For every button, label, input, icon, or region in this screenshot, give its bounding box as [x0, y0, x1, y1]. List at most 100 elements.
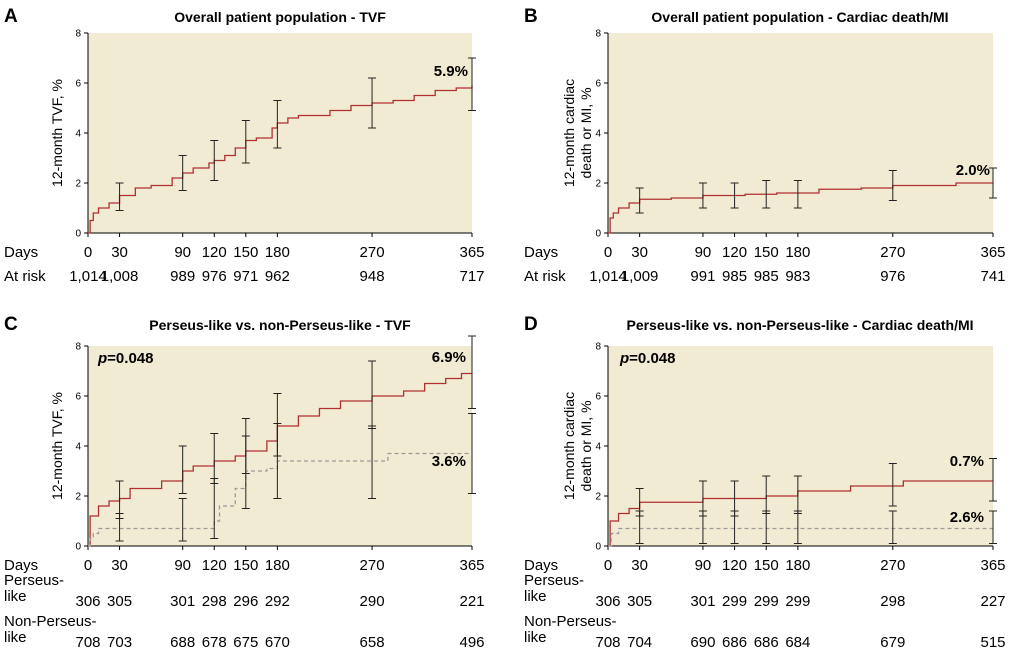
x-tick-label: 150 [754, 557, 779, 574]
error-bar [989, 167, 997, 199]
error-bar [115, 513, 124, 542]
x-tick-label: 0 [84, 244, 92, 261]
risk-table-cell: 971 [233, 268, 258, 285]
risk-table-cell: 1,009 [621, 268, 659, 285]
risk-table-cell: 690 [690, 634, 715, 651]
risk-row-label: Non-Perseus-like [4, 613, 97, 646]
y-tick-label: 0 [75, 229, 81, 240]
days-row-label: Days [4, 557, 38, 574]
error-bar [241, 120, 250, 164]
x-tick-label: 90 [695, 557, 712, 574]
panel-c: C Perseus-like vs. non-Perseus-like - TVF… [4, 314, 485, 651]
days-row-label: Days [524, 244, 558, 261]
panel-letter: A [4, 6, 18, 27]
series-end-label: 2.6% [950, 509, 984, 526]
panel-title: Perseus-like vs. non-Perseus-like - Card… [626, 317, 973, 333]
risk-table-cell: 670 [265, 634, 290, 651]
risk-table-cell: 976 [880, 268, 905, 285]
risk-table-cell: 1,014 [589, 268, 627, 285]
risk-table-cell: 678 [202, 634, 227, 651]
panel-b: B Overall patient population - Cardiac de… [524, 6, 1006, 285]
risk-table-cell: 962 [265, 268, 290, 285]
risk-table-cell: 290 [360, 593, 385, 610]
y-tick-label: 4 [595, 129, 601, 140]
y-tick-label: 8 [595, 29, 601, 40]
error-bar [762, 510, 771, 544]
risk-table-cell: 496 [459, 634, 484, 651]
x-tick-label: 180 [785, 244, 810, 261]
x-tick-label: 270 [880, 244, 905, 261]
series-end-label: 5.9% [434, 63, 468, 80]
y-tick-label: 6 [595, 392, 601, 403]
error-bar [635, 187, 644, 214]
risk-table-cell: 299 [785, 593, 810, 610]
error-bar [273, 423, 282, 499]
error-bar [888, 510, 897, 544]
error-bar [888, 170, 897, 201]
risk-table-cell: 989 [170, 268, 195, 285]
x-tick-label: 365 [459, 557, 484, 574]
plot-area [608, 33, 993, 233]
error-bar [210, 140, 219, 181]
error-bar [178, 155, 187, 191]
error-bar [273, 100, 282, 149]
panel-d: D Perseus-like vs. non-Perseus-like - Car… [524, 314, 1006, 651]
error-bar [468, 335, 476, 409]
x-tick-label: 0 [604, 557, 612, 574]
y-axis-label-line: death or MI, % [578, 87, 594, 178]
risk-table-cell: 515 [980, 634, 1005, 651]
y-tick-label: 8 [75, 342, 81, 353]
x-tick-label: 120 [722, 244, 747, 261]
y-tick-label: 0 [595, 229, 601, 240]
risk-table-cell: 306 [75, 593, 100, 610]
y-axis-label: 12-month TVF, % [49, 79, 65, 187]
y-tick-label: 4 [75, 442, 81, 453]
error-bar [698, 182, 707, 209]
risk-table-cell: 305 [107, 593, 132, 610]
error-bar [368, 425, 377, 499]
risk-table-cell: 1,014 [69, 268, 107, 285]
p-value-number: =0.048 [107, 350, 153, 367]
y-axis-label-line: death or MI, % [578, 400, 594, 491]
plot-area [88, 33, 472, 233]
series-dashed-line [88, 452, 472, 547]
risk-row-label: Perseus-like [4, 572, 64, 605]
x-tick-label: 180 [265, 557, 290, 574]
series-dashed-line [608, 527, 993, 547]
y-tick-label: 8 [595, 342, 601, 353]
series-end-label: 6.9% [432, 349, 466, 366]
panel-letter: C [4, 314, 18, 335]
risk-table-cell: 298 [880, 593, 905, 610]
panel-title: Overall patient population - Cardiac dea… [651, 9, 948, 25]
risk-table-cell: 684 [785, 634, 810, 651]
error-bar [635, 510, 644, 544]
x-tick-label: 150 [754, 244, 779, 261]
days-row-label: Days [524, 557, 558, 574]
panel-a: A Overall patient population - TVF 12-mont… [4, 6, 485, 285]
risk-table-cell: 985 [754, 268, 779, 285]
x-tick-label: 270 [360, 557, 385, 574]
x-tick-label: 90 [695, 244, 712, 261]
error-bar [368, 77, 377, 129]
risk-table-cell: 301 [690, 593, 715, 610]
y-tick-label: 2 [595, 492, 601, 503]
y-tick-label: 2 [595, 179, 601, 190]
x-tick-label: 30 [631, 557, 648, 574]
risk-table-cell: 679 [880, 634, 905, 651]
p-value-symbol: p [97, 350, 107, 367]
error-bar [762, 180, 771, 209]
x-tick-label: 150 [233, 244, 258, 261]
risk-table-cell: 703 [107, 634, 132, 651]
panel-letter: B [524, 6, 538, 27]
panel-title: Overall patient population - TVF [174, 9, 386, 25]
x-tick-label: 365 [980, 244, 1005, 261]
risk-table-cell: 708 [75, 634, 100, 651]
y-axis-label: 12-month TVF, % [49, 392, 65, 500]
y-axis-label-line: 12-month TVF, % [49, 79, 65, 187]
x-tick-label: 0 [604, 244, 612, 261]
series-end-label: 2.0% [956, 162, 990, 179]
risk-table-cell: 686 [754, 634, 779, 651]
error-bar [793, 180, 802, 209]
x-tick-label: 0 [84, 557, 92, 574]
